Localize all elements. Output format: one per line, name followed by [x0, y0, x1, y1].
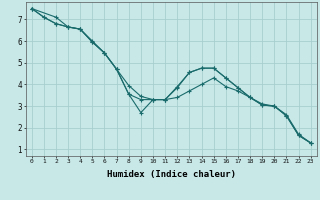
X-axis label: Humidex (Indice chaleur): Humidex (Indice chaleur) [107, 170, 236, 179]
